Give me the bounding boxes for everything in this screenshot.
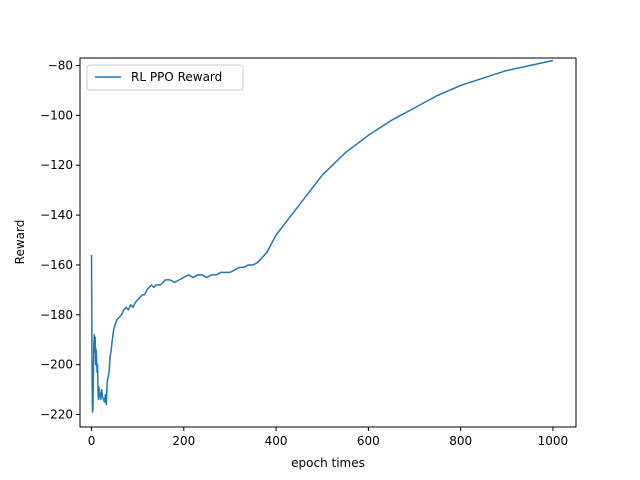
y-axis-ticks: −220 −200 −180 −160 −140 −120 −100 −80 (40, 58, 80, 422)
y-axis-label: Reward (13, 220, 27, 265)
x-axis-ticks: 0 200 400 600 800 1000 (88, 427, 568, 448)
legend-box (86, 64, 244, 91)
legend-entry-rl-ppo-reward: RL PPO Reward (131, 70, 222, 84)
y-tick-label: −140 (40, 208, 73, 222)
x-tick-label: 200 (172, 434, 195, 448)
series-layer (90, 59, 554, 413)
legend: RL PPO Reward (86, 64, 244, 91)
y-tick-label: −220 (40, 408, 73, 422)
x-tick-label: 800 (449, 434, 472, 448)
series-line-rl-ppo-reward (90, 59, 554, 413)
y-tick-label: −180 (40, 308, 73, 322)
x-tick-label: 600 (357, 434, 380, 448)
y-tick-label: −200 (40, 358, 73, 372)
x-tick-label: 1000 (538, 434, 569, 448)
y-tick-label: −120 (40, 158, 73, 172)
plot-area-frame (79, 57, 577, 428)
y-tick-label: −100 (40, 108, 73, 122)
y-tick-label: −160 (40, 258, 73, 272)
x-axis-label: epoch times (291, 456, 365, 470)
y-tick-label: −80 (48, 58, 73, 72)
x-tick-label: 0 (88, 434, 96, 448)
x-tick-label: 400 (265, 434, 288, 448)
